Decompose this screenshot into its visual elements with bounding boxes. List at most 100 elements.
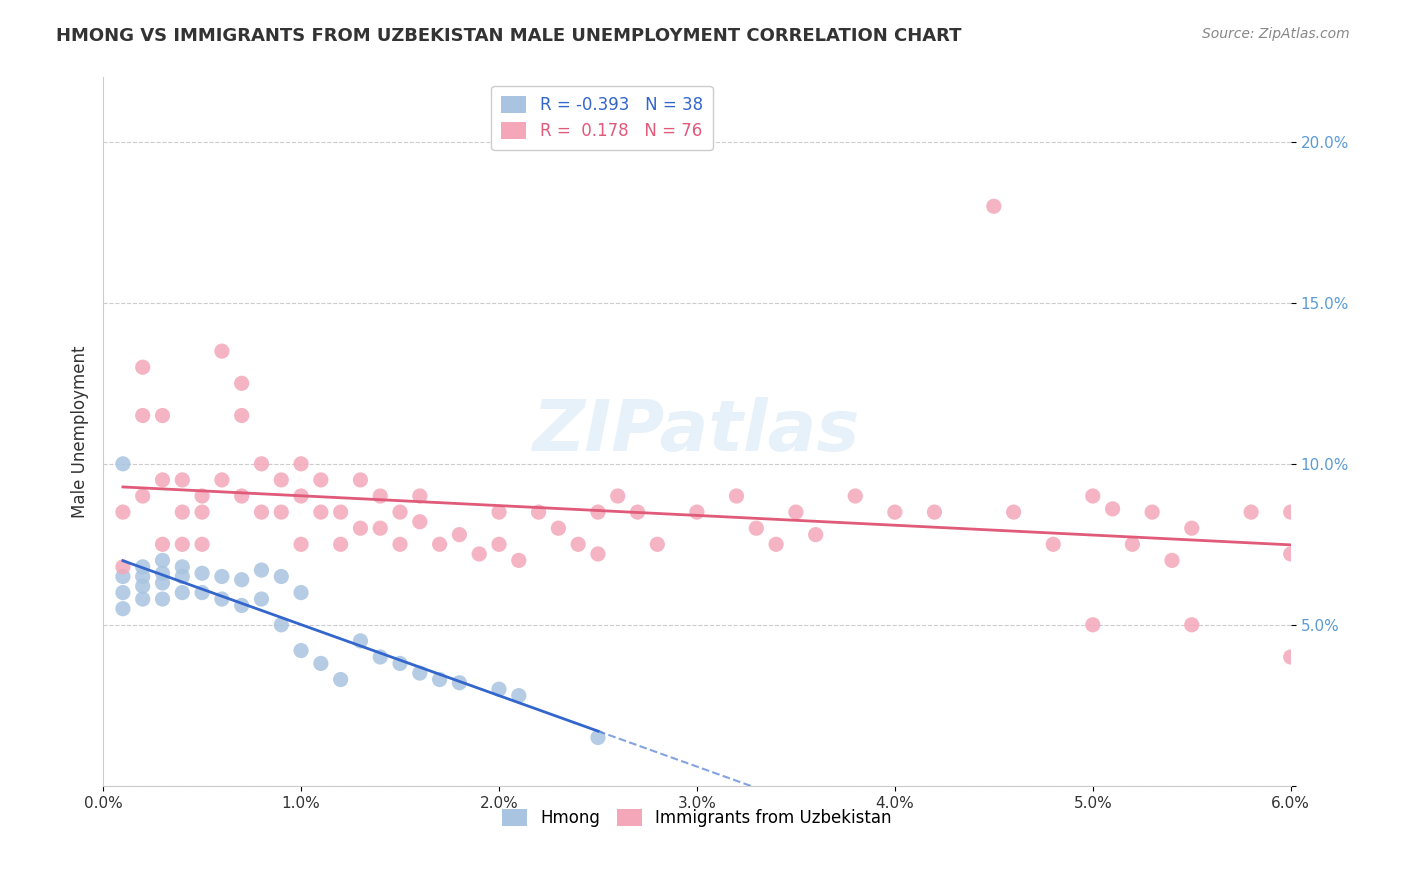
Point [567,537,589,551]
Point [309,505,332,519]
Point [329,505,352,519]
Point [152,537,174,551]
Point [172,473,194,487]
Point [172,559,194,574]
Point [152,576,174,591]
Point [1240,505,1263,519]
Point [449,527,471,541]
Point [132,360,155,375]
Point [1181,521,1204,535]
Point [250,592,273,607]
Point [211,473,233,487]
Point [389,657,412,671]
Point [191,585,214,599]
Point [172,585,194,599]
Point [309,473,332,487]
Point [983,199,1005,213]
Point [368,521,391,535]
Point [686,505,709,519]
Point [527,505,550,519]
Point [429,673,451,687]
Point [270,473,292,487]
Point [250,505,273,519]
Point [172,537,194,551]
Point [250,457,273,471]
Point [290,457,312,471]
Point [468,547,491,561]
Y-axis label: Male Unemployment: Male Unemployment [72,345,89,518]
Point [329,673,352,687]
Point [1181,617,1204,632]
Point [1121,537,1143,551]
Point [368,650,391,665]
Point [132,489,155,503]
Point [191,505,214,519]
Point [132,592,155,607]
Point [1042,537,1064,551]
Point [785,505,807,519]
Text: HMONG VS IMMIGRANTS FROM UZBEKISTAN MALE UNEMPLOYMENT CORRELATION CHART: HMONG VS IMMIGRANTS FROM UZBEKISTAN MALE… [56,27,962,45]
Point [231,376,253,391]
Point [586,731,609,745]
Point [349,473,371,487]
Point [172,569,194,583]
Point [1279,547,1302,561]
Point [586,505,609,519]
Point [191,566,214,581]
Point [349,521,371,535]
Point [1081,617,1104,632]
Point [725,489,748,503]
Point [606,489,628,503]
Point [152,592,174,607]
Point [270,569,292,583]
Point [132,579,155,593]
Point [211,344,233,359]
Point [111,585,134,599]
Point [389,505,412,519]
Point [231,489,253,503]
Point [111,601,134,615]
Point [1161,553,1184,567]
Point [290,537,312,551]
Point [488,537,510,551]
Point [132,409,155,423]
Point [111,457,134,471]
Point [844,489,866,503]
Point [152,473,174,487]
Point [191,489,214,503]
Point [191,537,214,551]
Point [449,675,471,690]
Point [626,505,648,519]
Point [329,537,352,551]
Point [883,505,905,519]
Point [111,559,134,574]
Point [309,657,332,671]
Point [586,547,609,561]
Point [1002,505,1025,519]
Point [152,409,174,423]
Point [488,682,510,697]
Legend: Hmong, Immigrants from Uzbekistan: Hmong, Immigrants from Uzbekistan [495,803,898,834]
Point [111,505,134,519]
Point [508,689,530,703]
Point [547,521,569,535]
Point [172,505,194,519]
Point [488,505,510,519]
Point [250,563,273,577]
Point [231,409,253,423]
Point [290,489,312,503]
Point [409,666,432,681]
Point [804,527,827,541]
Point [924,505,946,519]
Point [132,559,155,574]
Point [211,592,233,607]
Point [745,521,768,535]
Point [409,515,432,529]
Point [409,489,432,503]
Point [368,489,391,503]
Point [132,569,155,583]
Point [1140,505,1163,519]
Point [211,569,233,583]
Point [429,537,451,551]
Point [270,617,292,632]
